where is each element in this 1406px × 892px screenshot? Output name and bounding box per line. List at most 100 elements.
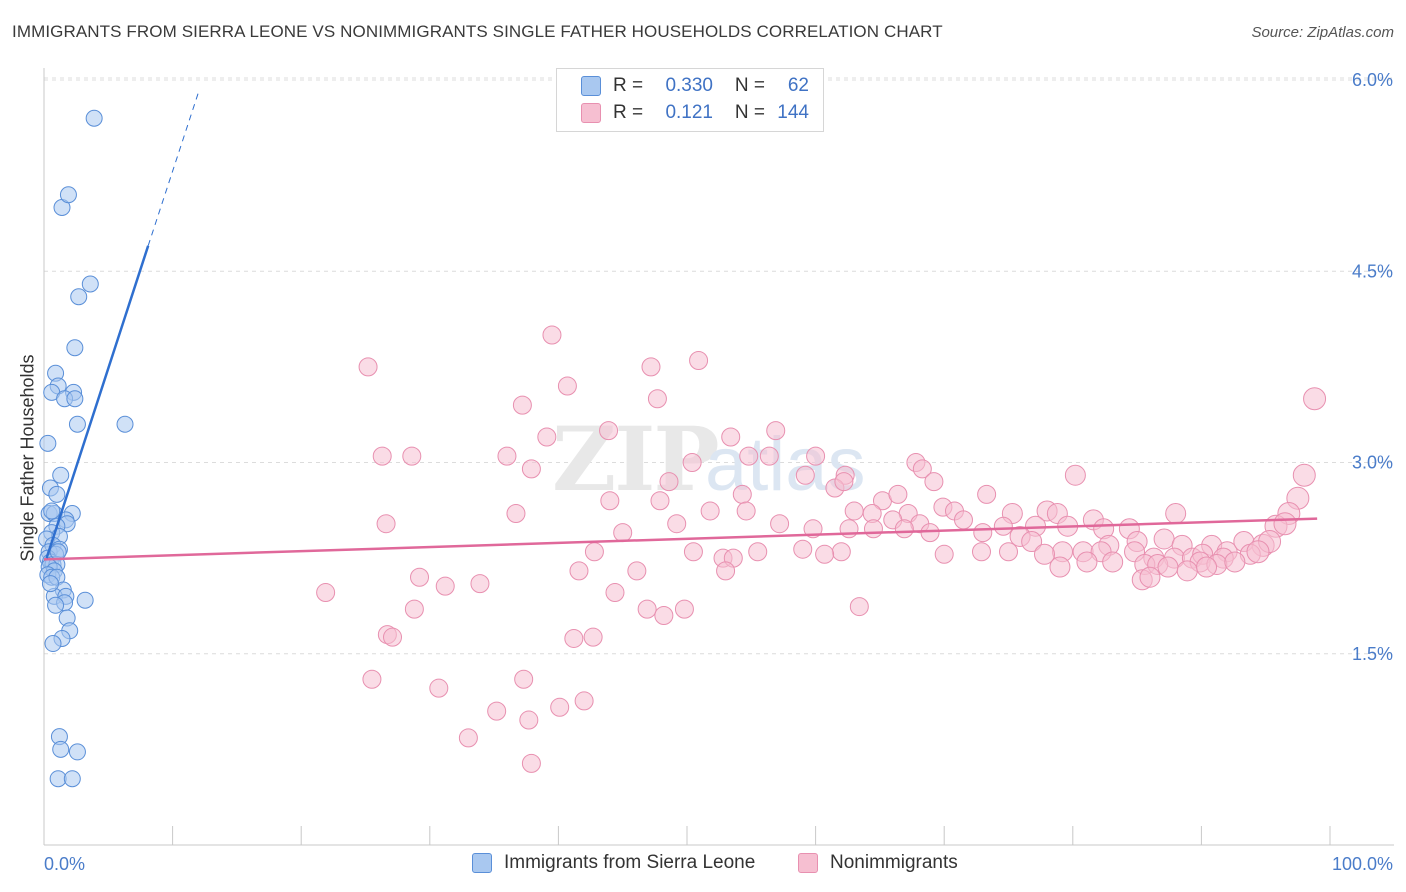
y-tick-label: 3.0% <box>1352 453 1393 473</box>
data-point-nonimmigrant <box>736 501 756 521</box>
data-point-nonimmigrant <box>683 542 703 562</box>
data-point-nonimmigrant <box>934 544 954 564</box>
data-point-nonimmigrant <box>514 669 534 689</box>
data-point-sierra-leone <box>44 635 62 653</box>
nonimmigrants-points <box>316 325 1327 773</box>
data-point-nonimmigrant <box>521 753 541 773</box>
data-point-nonimmigrant <box>372 446 392 466</box>
x-tick-label-max: 100.0% <box>1332 854 1393 874</box>
y-tick-label: 6.0% <box>1352 70 1393 90</box>
data-point-nonimmigrant <box>402 446 422 466</box>
legend-row-nonimmigrants: R = 0.121 N = 144 <box>581 100 809 126</box>
data-point-nonimmigrant <box>806 446 826 466</box>
trend-line-sierra-leone-extension <box>147 92 199 246</box>
data-point-nonimmigrant <box>721 427 741 447</box>
data-point-nonimmigrant <box>689 351 709 370</box>
legend-n-label: N = <box>734 102 765 123</box>
data-point-sierra-leone <box>59 186 77 204</box>
data-point-nonimmigrant <box>542 325 562 345</box>
data-point-nonimmigrant <box>487 701 507 721</box>
legend-n-label: N = <box>734 75 765 96</box>
data-point-nonimmigrant <box>1034 543 1056 565</box>
data-point-nonimmigrant <box>574 691 594 711</box>
data-point-nonimmigrant <box>647 389 667 409</box>
data-point-nonimmigrant <box>521 459 541 479</box>
data-point-nonimmigrant <box>613 523 633 543</box>
data-point-nonimmigrant <box>1165 503 1187 524</box>
data-point-nonimmigrant <box>627 561 647 581</box>
data-point-nonimmigrant <box>650 491 670 511</box>
data-point-nonimmigrant <box>999 542 1018 562</box>
data-point-nonimmigrant <box>637 599 657 619</box>
legend-r-value: 0.121 <box>665 102 713 123</box>
data-point-nonimmigrant <box>667 514 687 534</box>
data-point-nonimmigrant <box>519 710 539 730</box>
data-point-sierra-leone <box>39 434 57 452</box>
data-point-sierra-leone <box>68 415 86 433</box>
series-legend-nonimmigrants[interactable]: Nonimmigrants <box>798 852 958 874</box>
tick-labels: 1.5% 3.0% 4.5% 6.0% 0.0% 100.0% <box>44 70 1393 874</box>
data-point-nonimmigrant <box>435 576 455 596</box>
data-point-nonimmigrant <box>497 446 517 466</box>
data-point-nonimmigrant <box>659 472 679 492</box>
data-point-nonimmigrant <box>803 519 823 539</box>
data-point-sierra-leone <box>70 288 88 306</box>
data-point-nonimmigrant <box>584 542 604 562</box>
chart-source: Source: ZipAtlas.com <box>1251 24 1394 41</box>
legend-swatch-blue <box>581 76 601 96</box>
data-point-nonimmigrant <box>429 678 449 698</box>
series-swatch-blue <box>472 853 492 873</box>
data-point-nonimmigrant <box>977 484 997 504</box>
data-point-nonimmigrant <box>654 606 674 625</box>
data-point-nonimmigrant <box>404 599 424 619</box>
series-legend-label: Nonimmigrants <box>830 852 958 873</box>
data-point-sierra-leone <box>52 466 70 484</box>
data-point-nonimmigrant <box>834 472 854 492</box>
legend-n-value: 144 <box>777 102 809 123</box>
data-point-nonimmigrant <box>1076 551 1098 573</box>
data-point-nonimmigrant <box>973 523 993 543</box>
data-point-nonimmigrant <box>362 669 382 689</box>
data-point-nonimmigrant <box>569 561 589 581</box>
data-point-nonimmigrant <box>583 627 603 647</box>
data-point-nonimmigrant <box>1176 560 1198 582</box>
data-point-nonimmigrant <box>839 519 859 539</box>
series-legend-label: Immigrants from Sierra Leone <box>504 852 756 873</box>
data-point-nonimmigrant <box>1064 464 1086 486</box>
data-point-nonimmigrant <box>888 484 908 504</box>
data-point-sierra-leone <box>48 485 66 503</box>
data-point-nonimmigrant <box>849 597 869 617</box>
data-point-nonimmigrant <box>1021 531 1043 553</box>
legend-r-label: R = <box>613 102 644 123</box>
data-point-nonimmigrant <box>674 599 694 619</box>
data-point-nonimmigrant <box>1196 556 1218 578</box>
data-point-nonimmigrant <box>1139 566 1161 588</box>
legend-n-value: 62 <box>787 75 809 96</box>
legend-r-label: R = <box>613 75 644 96</box>
data-point-nonimmigrant <box>316 583 336 603</box>
data-point-nonimmigrant <box>358 357 378 377</box>
data-point-nonimmigrant <box>564 628 584 648</box>
data-point-nonimmigrant <box>700 501 720 521</box>
data-point-nonimmigrant <box>470 574 490 594</box>
series-legend-sierra-leone[interactable]: Immigrants from Sierra Leone <box>472 852 755 874</box>
data-point-nonimmigrant <box>732 484 752 504</box>
data-point-nonimmigrant <box>410 567 430 587</box>
data-point-nonimmigrant <box>1292 463 1316 487</box>
data-point-nonimmigrant <box>506 504 526 523</box>
legend-r-value: 0.330 <box>665 75 713 96</box>
data-point-sierra-leone <box>76 591 94 609</box>
data-point-nonimmigrant <box>550 697 570 717</box>
data-point-nonimmigrant <box>1303 387 1327 411</box>
data-point-nonimmigrant <box>1102 551 1124 573</box>
data-point-nonimmigrant <box>641 357 661 377</box>
data-point-nonimmigrant <box>766 421 786 441</box>
data-point-nonimmigrant <box>1224 551 1246 573</box>
data-point-nonimmigrant <box>739 446 759 466</box>
y-tick-label: 1.5% <box>1352 644 1393 664</box>
axes <box>43 68 1394 846</box>
data-point-nonimmigrant <box>795 465 815 485</box>
data-point-sierra-leone <box>47 596 65 614</box>
data-point-nonimmigrant <box>815 544 835 564</box>
